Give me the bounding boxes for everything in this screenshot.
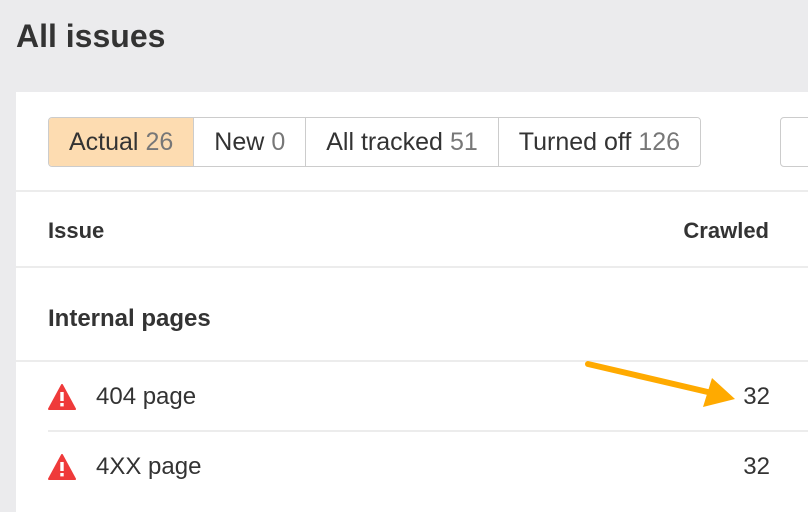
crawled-count[interactable]: 32	[743, 383, 770, 410]
tab-count: 26	[145, 127, 174, 156]
tab-count: 0	[271, 127, 286, 156]
divider	[48, 430, 808, 432]
issue-name[interactable]: 404 page	[96, 383, 197, 410]
table-row[interactable]: 404 page 32	[48, 382, 770, 412]
tab-count: 126	[638, 127, 681, 156]
warning-icon	[48, 384, 76, 410]
tab-new[interactable]: New 0	[194, 118, 307, 166]
warning-icon	[48, 454, 76, 480]
tab-count: 51	[449, 127, 478, 156]
page-title: All issues	[16, 18, 166, 54]
tab-turned-off[interactable]: Turned off 126	[498, 118, 701, 166]
tab-label: All tracked	[326, 127, 443, 156]
table-row[interactable]: 4XX page 32	[48, 452, 770, 482]
column-header-crawled[interactable]: Crawled	[683, 218, 769, 243]
issue-name[interactable]: 4XX page	[96, 453, 202, 480]
more-button[interactable]	[780, 117, 808, 167]
tab-label: Turned off	[518, 127, 632, 156]
issues-panel: Actual 26 New 0 All tracked 51 Turned off 12…	[16, 92, 808, 512]
tab-actual[interactable]: Actual 26	[49, 118, 195, 166]
divider	[16, 266, 808, 268]
column-header-issue[interactable]: Issue	[48, 218, 105, 243]
group-heading: Internal pages	[48, 305, 211, 332]
divider	[16, 360, 808, 362]
tab-all-tracked[interactable]: All tracked 51	[306, 118, 499, 166]
tab-label: Actual	[69, 127, 139, 156]
tab-label: New	[214, 127, 265, 156]
crawled-count[interactable]: 32	[743, 453, 770, 480]
filter-tabs: Actual 26 New 0 All tracked 51 Turned off 12…	[48, 117, 702, 167]
divider	[16, 190, 808, 192]
